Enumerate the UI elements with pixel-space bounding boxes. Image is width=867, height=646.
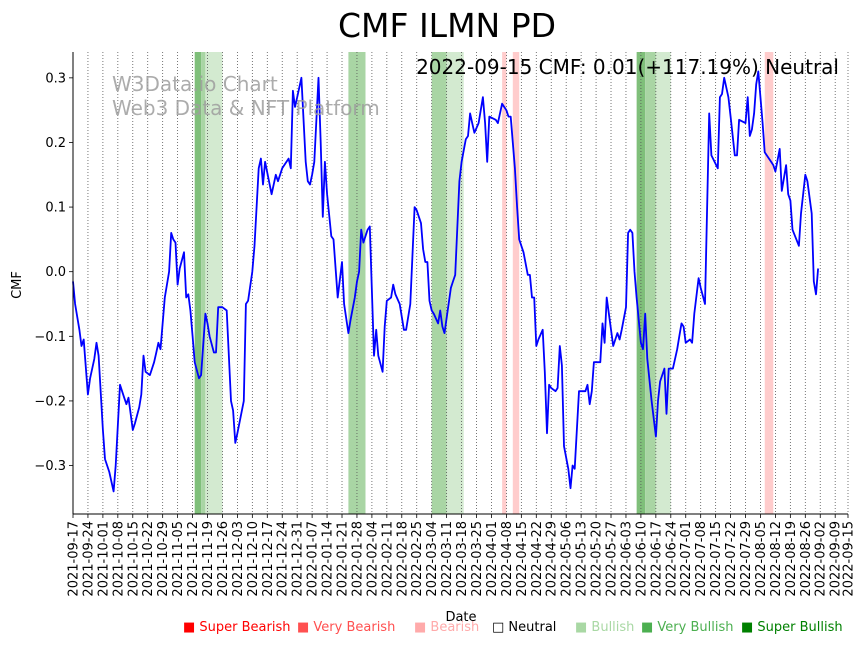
x-tick-label: 2021-12-24 <box>276 521 291 597</box>
x-axis-label: Date <box>445 610 476 625</box>
x-tick-label: 2022-07-08 <box>694 521 709 597</box>
x-tick-label: 2021-11-05 <box>171 521 186 597</box>
y-axis-label: CMF <box>10 271 25 299</box>
x-tick-label: 2022-07-01 <box>679 521 694 597</box>
x-tick-label: 2021-11-26 <box>216 521 231 597</box>
legend-item: ■ Bearish <box>414 620 480 635</box>
y-tick-label: 0.1 <box>45 201 66 216</box>
cmf-line <box>72 70 819 493</box>
x-tick-label: 2022-03-25 <box>470 521 485 597</box>
x-tick-label: 2022-05-20 <box>590 521 605 597</box>
x-tick-label: 2021-09-24 <box>81 521 96 597</box>
signal-band <box>764 52 774 514</box>
x-tick-label: 2022-07-15 <box>709 521 724 597</box>
x-tick-label: 2021-10-01 <box>96 521 111 597</box>
legend: ■ Super Bearish ■ Very Bearish ■ Bearish □ … <box>0 620 867 640</box>
x-tick-label: 2022-01-14 <box>321 521 336 597</box>
x-tick-label: 2021-11-12 <box>186 521 201 597</box>
x-tick-label: 2022-03-18 <box>455 521 470 597</box>
x-tick-label: 2022-02-25 <box>410 521 425 597</box>
x-tick-label: 2022-07-22 <box>724 521 739 597</box>
x-tick-label: 2021-12-17 <box>261 521 276 597</box>
y-tick-label: −0.3 <box>34 459 66 474</box>
x-tick-label: 2022-07-29 <box>739 521 754 597</box>
x-tick-label: 2022-04-15 <box>515 521 530 597</box>
x-tick-label: 2022-03-04 <box>425 521 440 597</box>
x-tick-label: 2021-10-15 <box>126 521 141 597</box>
x-tick-label: 2021-10-29 <box>156 521 171 597</box>
x-tick-label: 2021-11-19 <box>201 521 216 597</box>
x-tick-label: 2021-10-08 <box>111 521 126 597</box>
x-tick-label: 2022-02-04 <box>365 521 380 597</box>
x-tick-label: 2022-02-11 <box>380 521 395 597</box>
x-tick-label: 2022-04-08 <box>500 521 515 597</box>
signal-band <box>194 52 202 514</box>
x-tick-label: 2022-08-19 <box>784 521 799 597</box>
x-tick-label: 2022-01-28 <box>350 521 365 597</box>
x-tick-label: 2022-01-21 <box>336 521 351 597</box>
x-tick-label: 2022-03-11 <box>440 521 455 597</box>
legend-item: □ Neutral <box>492 620 557 635</box>
signal-band <box>502 52 507 514</box>
x-tick-label: 2022-04-01 <box>485 521 500 597</box>
legend-item: ■ Super Bullish <box>741 620 843 635</box>
latest-value-annotation: 2022-09-15 CMF: 0.01(+117.19%) Neutral <box>416 55 839 79</box>
x-tick-label: 2021-10-22 <box>141 521 156 597</box>
x-tick-label: 2022-06-17 <box>649 521 664 597</box>
signal-band <box>645 52 656 514</box>
x-tick-label: 2022-08-05 <box>754 521 769 597</box>
x-tick-label: 2022-04-29 <box>545 521 560 597</box>
x-tick-label: 2022-05-06 <box>560 521 575 597</box>
x-tick-label: 2022-04-22 <box>530 521 545 597</box>
x-tick-label: 2022-08-26 <box>799 521 814 597</box>
x-tick-label: 2021-12-03 <box>231 521 246 597</box>
legend-item: ■ Very Bearish <box>297 620 396 635</box>
signal-bands <box>194 52 774 514</box>
watermark-line-2: Web3 Data & NFT Platform <box>112 96 380 120</box>
x-tick-label: 2021-12-10 <box>246 521 261 597</box>
axes <box>72 52 848 515</box>
legend-item: ■ Bullish <box>575 620 635 635</box>
y-tick-labels: −0.3 −0.2 −0.1 0.0 0.1 0.2 0.3 <box>34 71 73 474</box>
x-tick-label: 2022-02-18 <box>395 521 410 597</box>
watermark-line-1: W3Data.io Chart <box>112 72 278 96</box>
x-tick-label: 2022-05-27 <box>605 521 620 597</box>
x-tick-label: 2022-09-02 <box>814 521 829 597</box>
chart-title: CMF ILMN PD <box>338 6 556 45</box>
signal-band <box>655 52 671 514</box>
x-tick-label: 2021-12-31 <box>291 521 306 597</box>
signal-band <box>446 52 464 514</box>
y-tick-label: −0.2 <box>34 394 66 409</box>
x-tick-label: 2022-06-10 <box>634 521 649 597</box>
x-tick-label: 2022-06-24 <box>664 521 679 597</box>
x-tick-labels: 2021-09-17 2021-09-24 2021-10-01 2021-10-08… <box>67 521 857 597</box>
signal-band <box>512 52 520 514</box>
x-tick-label: 2022-01-07 <box>306 521 321 597</box>
y-tick-label: 0.0 <box>45 265 66 280</box>
y-tick-label: 0.2 <box>45 136 66 151</box>
y-tick-label: 0.3 <box>45 71 66 86</box>
x-tick-label: 2022-05-13 <box>575 521 590 597</box>
x-tick-label: 2022-09-15 <box>842 521 857 597</box>
x-tick-label: 2022-06-03 <box>619 521 634 597</box>
signal-band <box>201 52 206 514</box>
legend-item: ■ Super Bearish <box>183 620 291 635</box>
signal-band <box>431 52 447 514</box>
x-tick-label: 2021-09-17 <box>67 521 82 597</box>
series-lines <box>72 70 819 493</box>
x-tick-label: 2022-09-09 <box>829 521 844 597</box>
x-tick-label: 2022-08-12 <box>769 521 784 597</box>
y-tick-label: −0.1 <box>34 330 66 345</box>
signal-band <box>205 52 223 514</box>
legend-item: ■ Very Bullish <box>641 620 734 635</box>
